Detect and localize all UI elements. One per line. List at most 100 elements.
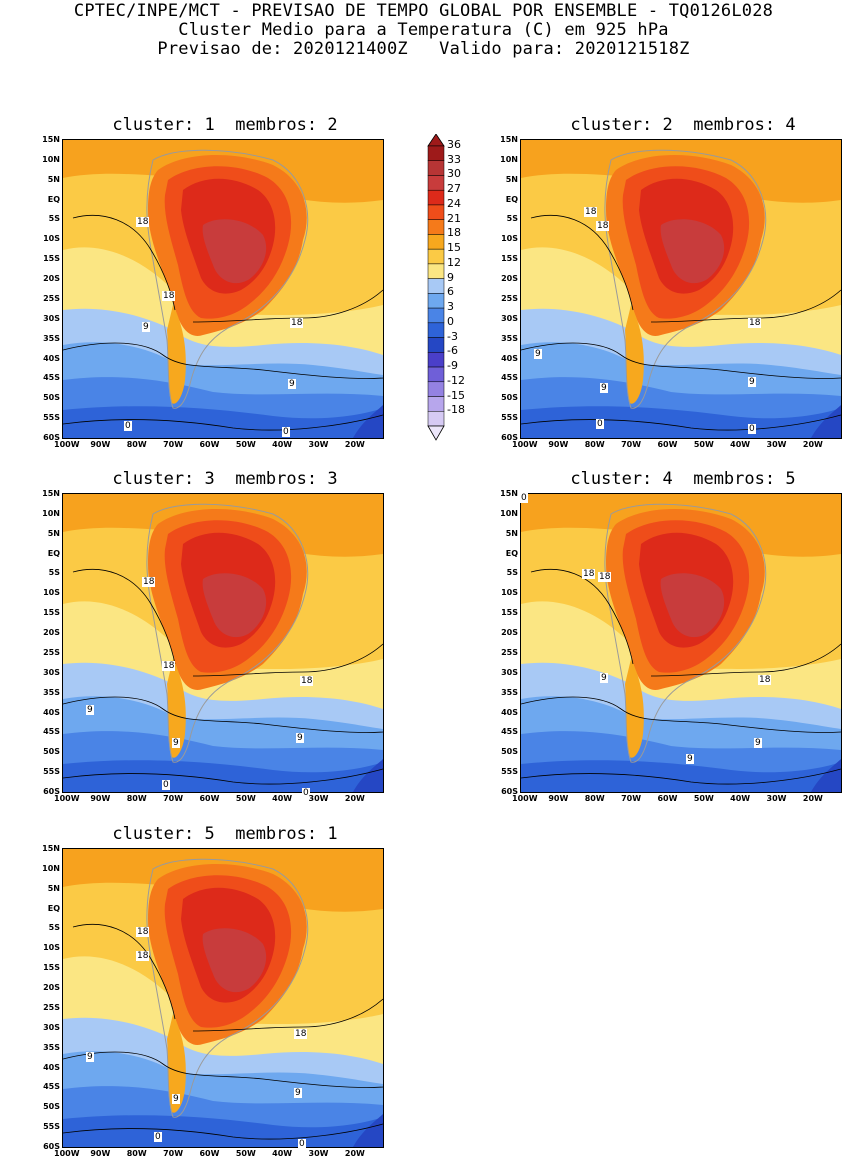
latitude-tick-label: 15N <box>500 135 518 144</box>
latitude-tick-label: 25S <box>43 293 60 303</box>
colorbar-swatch <box>427 337 445 353</box>
latitude-tick-label: 10N <box>42 508 60 518</box>
colorbar-label: 3 <box>447 300 454 314</box>
latitude-tick-label: 5N <box>47 174 60 184</box>
latitude-tick-label: 5S <box>48 214 60 224</box>
latitude-tick-label: 40S <box>501 353 518 363</box>
contour-label: 9 <box>686 754 694 764</box>
contour-label: 9 <box>172 738 180 748</box>
longitude-tick-label: 60W <box>199 440 220 449</box>
latitude-tick-label: 5N <box>47 883 60 893</box>
colorbar-label: -18 <box>447 403 465 417</box>
latitude-tick-label: 60S <box>501 787 518 796</box>
contour-label: 18 <box>136 951 150 961</box>
colorbar-label: 15 <box>447 241 461 255</box>
colorbar <box>426 133 446 448</box>
contour-label: 0 <box>298 1139 306 1149</box>
contour-label: 18 <box>748 318 762 328</box>
latitude-tick-label: 40S <box>43 707 60 717</box>
colorbar-swatch <box>427 396 445 412</box>
latitude-tick-label: 10S <box>501 588 518 598</box>
latitude-tick-label: 15N <box>42 844 60 853</box>
latitude-tick-label: 15N <box>42 489 60 498</box>
latitude-tick-label: 30S <box>501 313 518 323</box>
latitude-tick-label: 5S <box>48 923 60 933</box>
contour-label: 18 <box>596 221 610 231</box>
colorbar-swatch <box>427 293 445 309</box>
contour-label: 0 <box>748 424 756 434</box>
longitude-tick-label: 90W <box>90 794 111 803</box>
colorbar-swatch <box>427 411 445 427</box>
colorbar-label: 30 <box>447 167 461 181</box>
colorbar-swatch <box>427 352 445 368</box>
longitude-tick-label: 80W <box>584 794 605 803</box>
latitude-tick-label: 15S <box>501 254 518 264</box>
panel-title: cluster: 5 membros: 1 <box>112 824 338 844</box>
contour-label: 0 <box>154 1132 162 1142</box>
longitude-tick-label: 40W <box>730 440 751 449</box>
latitude-tick-label: 40S <box>43 353 60 363</box>
latitude-tick-label: 25S <box>43 1002 60 1012</box>
contour-label: 9 <box>294 1088 302 1098</box>
temperature-field <box>521 140 841 438</box>
colorbar-label: -3 <box>447 329 458 343</box>
contour-label: 18 <box>758 675 772 685</box>
latitude-tick-label: 5S <box>506 214 518 224</box>
longitude-tick-label: 30W <box>308 440 329 449</box>
colorbar-swatch <box>427 189 445 206</box>
latitude-tick-label: 50S <box>43 747 60 757</box>
latitude-tick-label: 60S <box>43 787 60 796</box>
longitude-tick-label: 80W <box>126 794 147 803</box>
longitude-tick-label: 60W <box>657 794 678 803</box>
contour-label: 18 <box>584 207 598 217</box>
latitude-tick-label: 40S <box>43 1062 60 1072</box>
latitude-tick-label: EQ <box>47 903 60 913</box>
colorbar-swatch <box>427 307 445 324</box>
contour-label: 18 <box>136 927 150 937</box>
panel-title: cluster: 2 membros: 4 <box>570 115 796 135</box>
latitude-tick-label: 50S <box>43 1102 60 1112</box>
latitude-tick-label: 15S <box>501 608 518 618</box>
colorbar-swatch <box>427 248 445 265</box>
colorbar-label: 0 <box>447 314 454 328</box>
colorbar-swatch <box>427 219 445 235</box>
contour-label: 0 <box>162 780 170 790</box>
longitude-tick-label: 30W <box>308 794 329 803</box>
latitude-tick-label: 10N <box>42 863 60 873</box>
contour-label: 9 <box>754 738 762 748</box>
latitude-tick-label: 55S <box>501 413 518 423</box>
latitude-tick-label: 25S <box>501 293 518 303</box>
latitude-tick-label: 55S <box>501 767 518 777</box>
longitude-tick-label: 40W <box>272 440 293 449</box>
latitude-tick-label: 25S <box>43 647 60 657</box>
temperature-field <box>63 849 383 1147</box>
latitude-tick-label: 5N <box>505 174 518 184</box>
colorbar-label: 24 <box>447 196 461 210</box>
longitude-tick-label: 50W <box>235 794 256 803</box>
latitude-tick-label: 15S <box>43 608 60 618</box>
contour-label: 9 <box>600 673 608 683</box>
longitude-tick-label: 50W <box>235 1149 256 1158</box>
latitude-tick-label: 45S <box>501 727 518 737</box>
contour-label: 0 <box>520 493 528 503</box>
latitude-tick-label: 5N <box>505 528 518 538</box>
colorbar-label: -6 <box>447 344 458 358</box>
contour-label: 18 <box>582 569 596 579</box>
latitude-tick-label: EQ <box>47 194 60 204</box>
contour-label: 18 <box>162 291 176 301</box>
longitude-tick-label: 20W <box>344 1149 365 1158</box>
longitude-tick-label: 70W <box>621 794 642 803</box>
contour-label: 9 <box>748 377 756 387</box>
latitude-tick-label: 15S <box>43 963 60 973</box>
header-line-2: Cluster Medio para a Temperatura (C) em … <box>178 20 669 40</box>
longitude-tick-label: 30W <box>308 1149 329 1158</box>
contour-label: 0 <box>282 427 290 437</box>
longitude-tick-label: 30W <box>766 794 787 803</box>
latitude-tick-label: 10N <box>42 154 60 164</box>
colorbar-swatch <box>427 204 445 220</box>
latitude-tick-label: 30S <box>43 313 60 323</box>
longitude-tick-label: 70W <box>163 1149 184 1158</box>
colorbar-label: -15 <box>447 388 465 402</box>
colorbar-swatch <box>427 175 445 191</box>
latitude-tick-label: 10N <box>500 508 518 518</box>
